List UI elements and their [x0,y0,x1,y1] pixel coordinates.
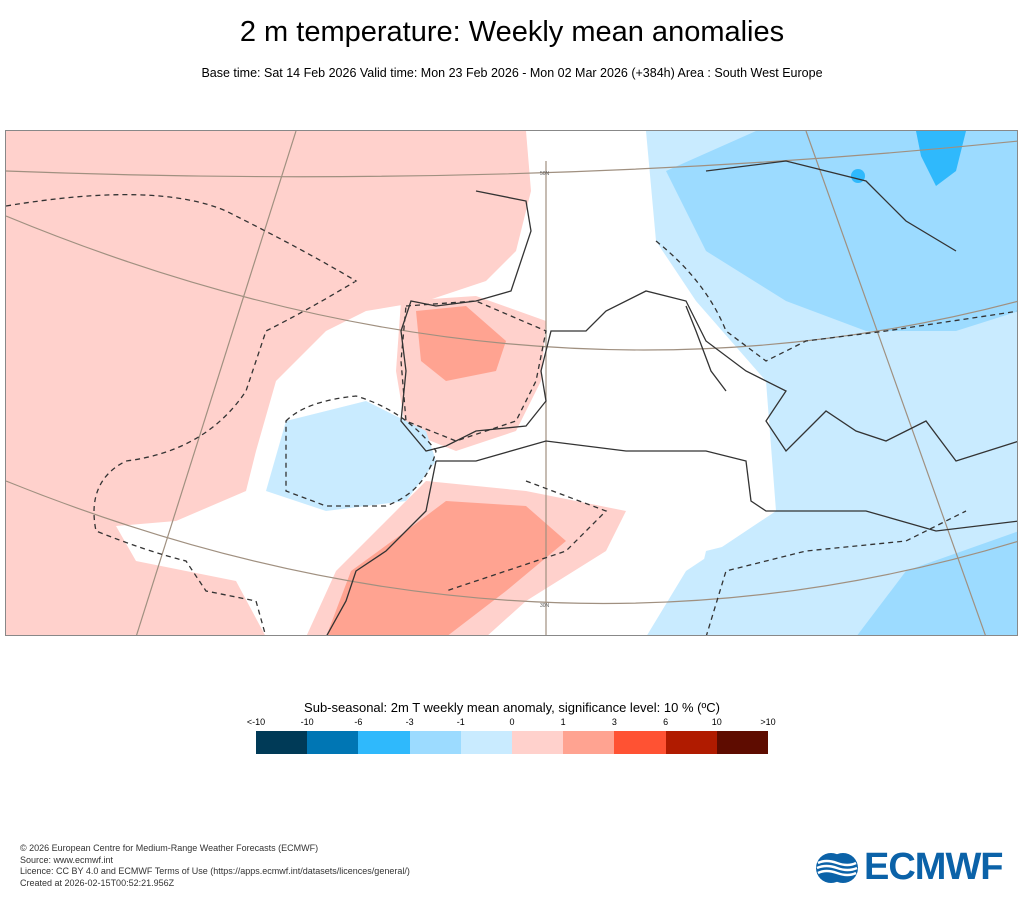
legend-swatch [563,731,615,754]
legend-tick: 6 [663,717,669,727]
legend-swatch [665,731,717,754]
legend-swatch [614,731,666,754]
legend-tick: 1 [560,717,566,727]
anomaly-map: 50N 30N [5,130,1018,636]
legend-colorbar [256,731,769,754]
ecmwf-logo-icon [816,852,858,883]
legend-swatch [512,731,564,754]
legend-swatch [716,731,769,754]
significance-contours [6,194,1017,635]
lat-label-30n: 30N [540,603,550,609]
legend-tick: >10 [760,717,776,727]
ecmwf-logo: ECMWF [814,846,1004,889]
chart-title: 2 m temperature: Weekly mean anomalies [239,16,785,48]
warm-anomaly-atlantic [6,131,531,635]
lat-label-50n: 50N [540,171,550,177]
legend-swatch [460,731,513,754]
footer-licence: Licence: CC BY 4.0 and ECMWF Terms of Us… [20,866,410,876]
cold-anomaly-west-med [266,401,436,511]
legend-swatch [358,731,410,754]
warm-anomaly-africa-strong [326,501,566,635]
legend-tick: <-10 [246,717,266,727]
legend-tick: -3 [405,717,414,727]
legend-ticks: <-10 -10 -6 -3 -1 0 1 3 6 10 >10 [247,717,776,731]
graticule [6,131,1017,635]
legend-title: Sub-seasonal: 2m T weekly mean anomaly, … [304,700,720,715]
legend-tick: -1 [456,717,465,727]
cold-anomaly-strong [916,131,966,186]
legend-swatch [409,731,461,754]
logo-text: ECMWF [864,846,1004,888]
legend-tick: 0 [509,717,515,727]
legend-tick: 3 [611,717,617,727]
legend-tick: -6 [354,717,363,727]
legend-tick: -10 [300,717,314,727]
legend-swatch [256,731,308,754]
footer: © 2026 European Centre for Medium-Range … [20,843,410,889]
warm-anomaly-iberia-strong [416,306,506,381]
footer-copyright: © 2026 European Centre for Medium-Range … [20,843,319,853]
legend-swatch [307,731,359,754]
chart-subtitle: Base time: Sat 14 Feb 2026 Valid time: M… [201,66,823,80]
footer-created: Created at 2026-02-15T00:52:21.956Z [20,877,175,888]
footer-source: Source: www.ecmwf.int [20,854,114,865]
legend-tick: 10 [711,717,722,727]
